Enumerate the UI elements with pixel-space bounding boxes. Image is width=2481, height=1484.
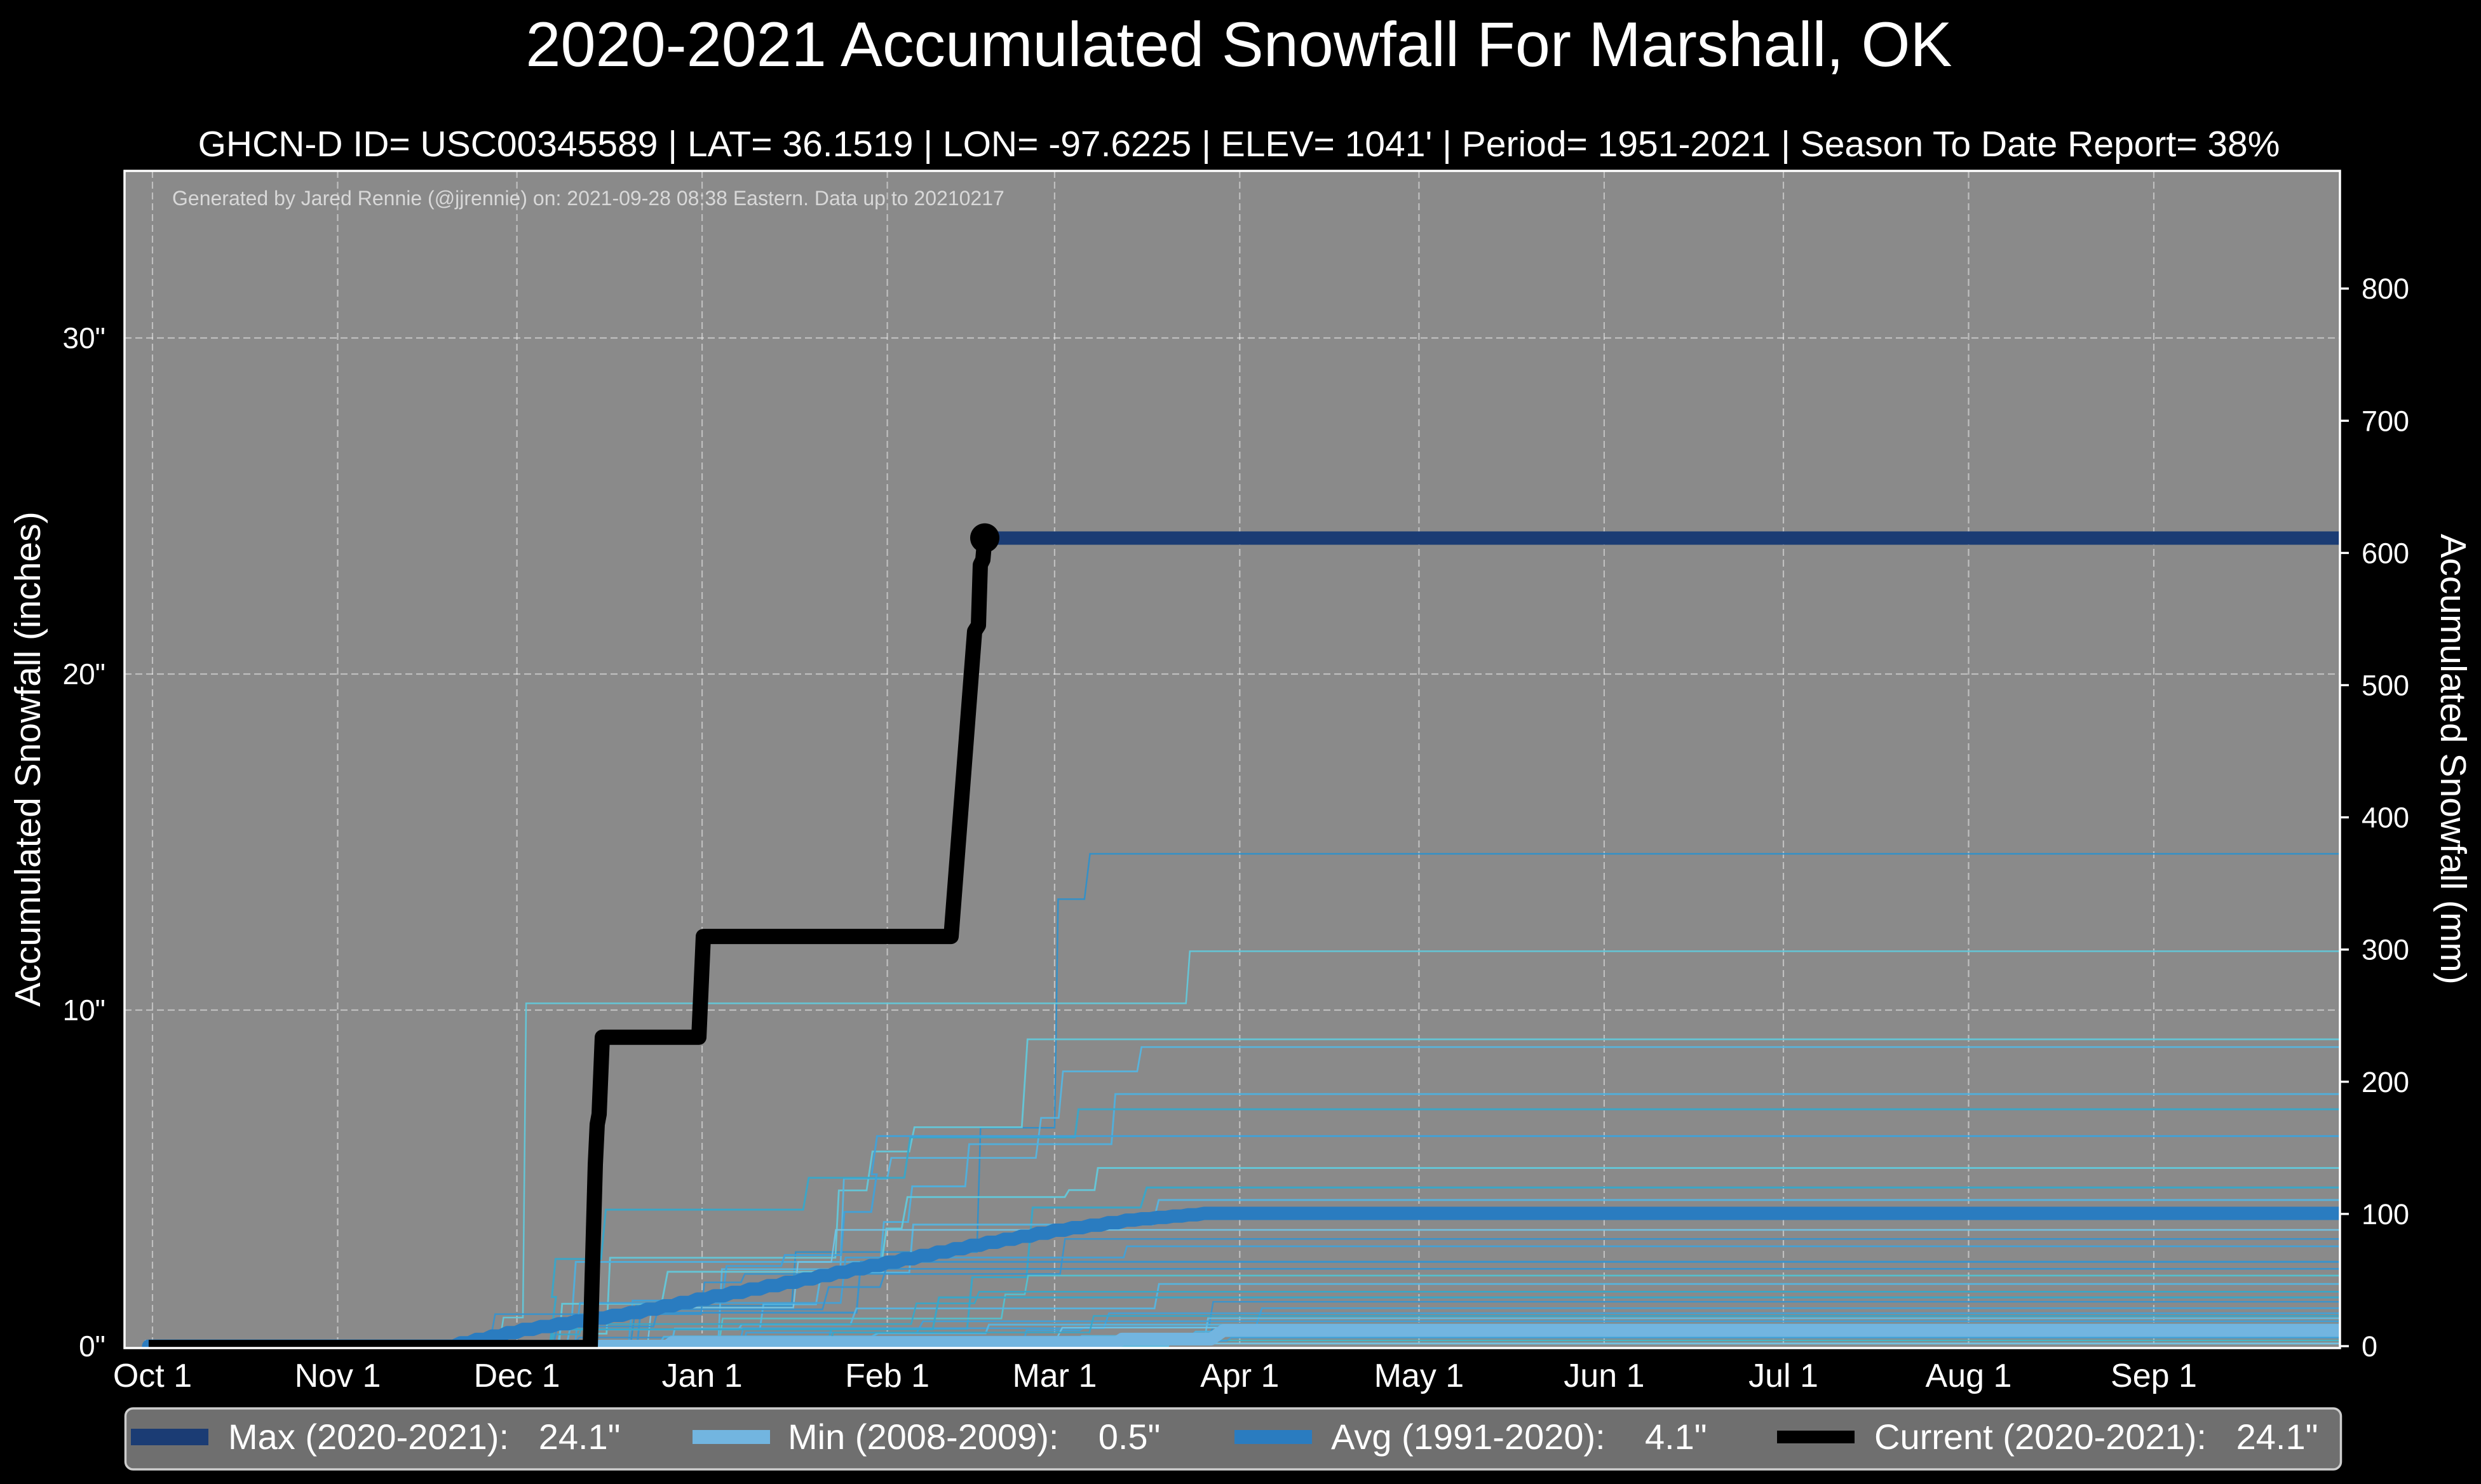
svg-text:Feb 1: Feb 1 <box>845 1358 930 1394</box>
svg-text:Min (2008-2009): 0.5": Min (2008-2009): 0.5" <box>788 1417 1160 1457</box>
svg-text:Accumulated Snowfall (inches): Accumulated Snowfall (inches) <box>8 511 48 1006</box>
svg-text:Aug 1: Aug 1 <box>1926 1358 2012 1394</box>
svg-text:600: 600 <box>2362 537 2409 569</box>
svg-text:Sep 1: Sep 1 <box>2111 1358 2197 1394</box>
svg-text:Avg (1991-2020): 4.1": Avg (1991-2020): 4.1" <box>1331 1417 1707 1457</box>
svg-text:100: 100 <box>2362 1198 2409 1231</box>
svg-text:Apr 1: Apr 1 <box>1200 1358 1279 1394</box>
svg-text:Jun 1: Jun 1 <box>1564 1358 1644 1394</box>
svg-text:200: 200 <box>2362 1066 2409 1098</box>
svg-text:10": 10" <box>63 994 106 1027</box>
svg-text:Max (2020-2021): 24.1": Max (2020-2021): 24.1" <box>228 1417 621 1457</box>
svg-text:Jan 1: Jan 1 <box>661 1358 742 1394</box>
svg-text:May 1: May 1 <box>1374 1358 1464 1394</box>
svg-text:300: 300 <box>2362 934 2409 966</box>
svg-text:Nov 1: Nov 1 <box>295 1358 381 1394</box>
svg-text:Jul 1: Jul 1 <box>1748 1358 1818 1394</box>
svg-text:Dec 1: Dec 1 <box>474 1358 560 1394</box>
svg-text:30": 30" <box>63 321 106 354</box>
svg-text:20": 20" <box>63 658 106 691</box>
svg-text:700: 700 <box>2362 405 2409 437</box>
svg-text:400: 400 <box>2362 802 2409 834</box>
svg-text:800: 800 <box>2362 273 2409 305</box>
svg-text:500: 500 <box>2362 670 2409 702</box>
svg-text:0": 0" <box>79 1330 105 1363</box>
svg-text:GHCN-D ID= USC00345589 | LAT=: GHCN-D ID= USC00345589 | LAT= 36.1519 | … <box>198 124 2280 165</box>
svg-text:Current (2020-2021): 24.1": Current (2020-2021): 24.1" <box>1874 1417 2318 1457</box>
svg-text:2020-2021 Accumulated Snowfall: 2020-2021 Accumulated Snowfall For Marsh… <box>525 9 1952 79</box>
svg-text:Mar 1: Mar 1 <box>1012 1358 1097 1394</box>
svg-text:Generated by Jared Rennie (@jj: Generated by Jared Rennie (@jjrennie) on… <box>172 187 1004 210</box>
svg-text:0: 0 <box>2362 1330 2377 1363</box>
svg-text:Accumulated Snowfall (mm): Accumulated Snowfall (mm) <box>2433 534 2473 985</box>
svg-text:Oct 1: Oct 1 <box>113 1358 192 1394</box>
